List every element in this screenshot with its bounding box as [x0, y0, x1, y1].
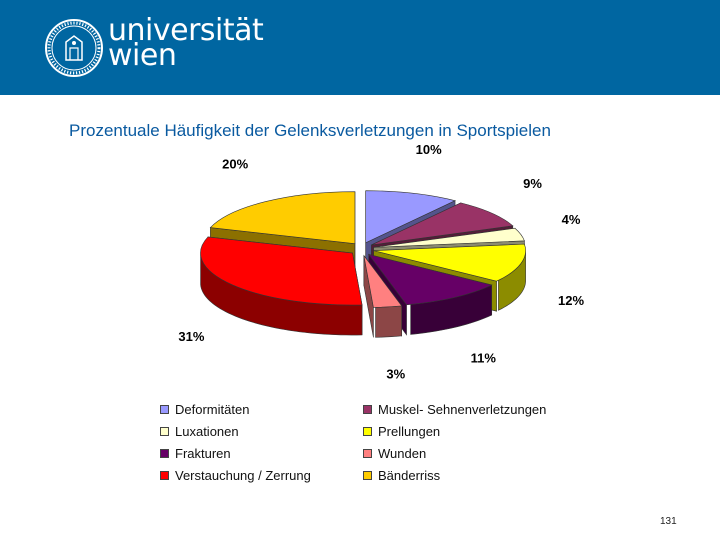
legend-label: Luxationen: [175, 423, 239, 439]
data-label-wunden: 3%: [386, 366, 405, 381]
legend-swatch: [160, 448, 169, 458]
university-logo-text: universität wien: [108, 13, 264, 73]
legend-item-verstauchung-zerrung: Verstauchung / Zerrung: [160, 466, 311, 484]
data-label-muskel-sehnenverletzungen: 9%: [523, 176, 542, 191]
legend-item-deformit-ten: Deformitäten: [160, 400, 249, 418]
brand-line-1: universität: [108, 13, 264, 48]
legend-swatch: [363, 426, 372, 436]
legend-item-prellungen: Prellungen: [363, 422, 440, 440]
legend-label: Frakturen: [175, 445, 231, 461]
data-label-prellungen: 12%: [558, 293, 584, 308]
legend-swatch: [363, 404, 372, 414]
legend-label: Bänderriss: [378, 467, 441, 483]
data-label-b-nderriss: 20%: [222, 156, 248, 171]
legend-swatch: [363, 448, 372, 458]
pie-slice-verstauchung-zerrung: [200, 236, 363, 336]
pie-slice-wunden: [363, 254, 403, 338]
legend-label: Prellungen: [378, 423, 441, 439]
header-bar: universität wien: [0, 0, 720, 95]
legend-item-luxationen: Luxationen: [160, 422, 239, 440]
legend-item-b-nderriss: Bänderriss: [363, 466, 440, 484]
legend-label: Deformitäten: [175, 401, 250, 417]
legend-label: Verstauchung / Zerrung: [175, 467, 311, 483]
data-label-verstauchung-zerrung: 31%: [178, 329, 204, 344]
data-label-deformit-ten: 10%: [416, 142, 442, 157]
legend-item-wunden: Wunden: [363, 444, 426, 462]
page-number: 131: [660, 516, 677, 527]
legend-item-muskel-sehnenverletzungen: Muskel- Sehnenverletzungen: [363, 400, 546, 418]
brand-line-2: wien: [108, 38, 177, 73]
slide-title: Prozentuale Häufigkeit der Gelenksverlet…: [69, 121, 551, 140]
legend-swatch: [160, 404, 169, 414]
legend-label: Muskel- Sehnenverletzungen: [378, 401, 547, 417]
data-label-luxationen: 4%: [562, 212, 581, 227]
legend-item-frakturen: Frakturen: [160, 444, 231, 462]
legend-swatch: [363, 470, 372, 480]
university-seal-icon: [45, 19, 103, 77]
legend-label: Wunden: [378, 445, 427, 461]
legend-swatch: [160, 470, 169, 480]
data-label-frakturen: 11%: [471, 350, 497, 365]
chart-legend: Deformitäten Muskel- Sehnenverletzungen Lu…: [160, 400, 600, 490]
legend-swatch: [160, 426, 169, 436]
